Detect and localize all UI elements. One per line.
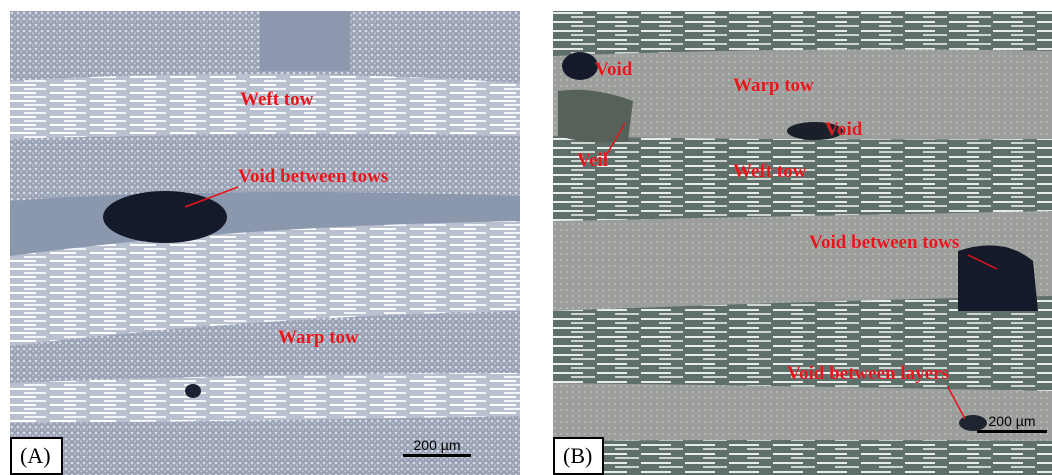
scale-bar-line-b xyxy=(977,430,1047,433)
scale-bar-line-a xyxy=(403,454,471,457)
veil-label-b: Veil xyxy=(577,150,608,171)
weft-tow-label-a: Weft tow xyxy=(240,89,314,110)
panel-tag-b: (B) xyxy=(553,437,605,475)
warp-tow-label-a: Warp tow xyxy=(278,327,359,348)
weft-tow-label-b: Weft tow xyxy=(733,161,807,182)
micrograph-panel-a: Weft tow Void between tows Warp tow 200 … xyxy=(10,11,520,475)
panel-tag-a: (A) xyxy=(10,437,63,475)
void-between-tows-a xyxy=(103,191,227,243)
scale-bar-a: 200 µm xyxy=(403,437,471,457)
void-mid-b xyxy=(787,122,843,140)
void-top-b xyxy=(562,52,598,80)
void-between-tows-label-b: Void between tows xyxy=(809,232,960,253)
scale-bar-label-a: 200 µm xyxy=(413,437,461,453)
micrograph-panel-b: Void Warp tow Void Veil Weft tow Void be… xyxy=(553,11,1052,475)
void-mid-label-b: Void xyxy=(825,119,863,140)
scale-bar-b: 200 µm xyxy=(977,413,1047,433)
scale-bar-label-b: 200 µm xyxy=(988,413,1036,429)
void-top-label-b: Void xyxy=(595,59,633,80)
micrograph-b-image xyxy=(553,11,1052,475)
void-between-tows-label-a: Void between tows xyxy=(238,166,389,187)
micrograph-a-image xyxy=(10,11,520,475)
void-between-layers-label-b: Void between layers xyxy=(787,363,949,384)
warp-tow-label-b: Warp tow xyxy=(733,75,814,96)
